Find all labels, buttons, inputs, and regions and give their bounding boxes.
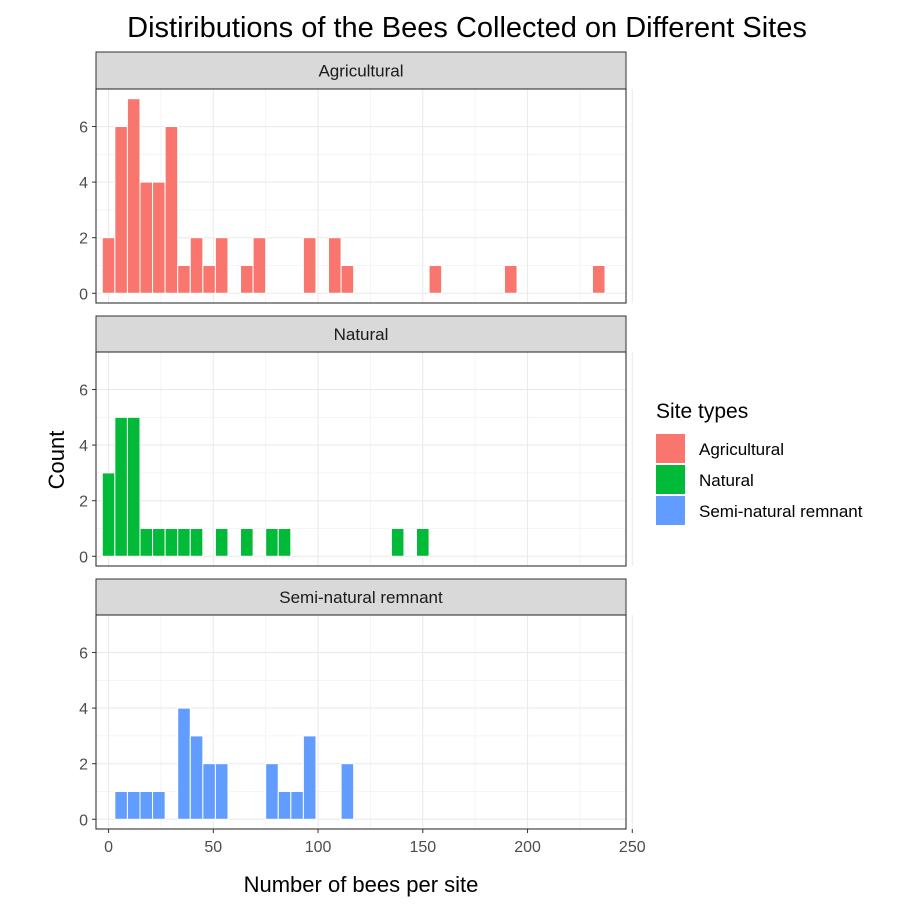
histogram-bar: [114, 416, 128, 557]
histogram-bar: [277, 527, 292, 557]
histogram-bar: [302, 735, 317, 820]
x-tick-label: 0: [104, 839, 113, 856]
legend-label-natural: Natural: [699, 471, 754, 490]
facet-panels: Agricultural0246Natural0246Semi-natural …: [79, 51, 633, 830]
histogram-bar: [189, 527, 204, 557]
histogram-bar: [101, 472, 116, 557]
histogram-bar: [126, 98, 141, 294]
y-axis-title: Count: [44, 431, 69, 490]
x-axis-title: Number of bees per site: [244, 872, 479, 897]
facet-strip: [95, 578, 627, 616]
y-tick-label: 2: [79, 231, 88, 248]
histogram-bar: [416, 527, 430, 557]
y-tick-label: 2: [79, 757, 88, 774]
y-tick-label: 4: [79, 175, 88, 192]
x-tick-label: 50: [204, 839, 222, 856]
chart-title: Distiributions of the Bees Collected on …: [127, 12, 807, 44]
histogram-bar: [277, 790, 292, 820]
legend-key-natural: [656, 465, 685, 494]
histogram-bar: [390, 527, 405, 557]
histogram-bar: [202, 264, 216, 294]
x-axis: 0 50 100 150 200 250: [104, 829, 646, 856]
histogram-bar: [428, 264, 443, 294]
facet-panel-agricultural: Agricultural 0 2 4 6: [79, 51, 633, 304]
facet-panel-semi-natural-remnant: Semi-natural remnant 0 2 4 6: [79, 578, 633, 830]
facet-panel-natural: Natural 0 2 4 6: [79, 315, 633, 567]
facet-strip-label: Semi-natural remnant: [279, 588, 443, 607]
legend: Site types Agricultural Natural Semi-natur…: [656, 400, 863, 525]
facet-strip-label: Agricultural: [318, 62, 403, 81]
histogram-bar: [114, 790, 128, 820]
histogram-bar: [177, 707, 191, 820]
histogram-bar: [152, 790, 166, 820]
histogram-bar: [265, 763, 279, 820]
y-tick-label: 0: [79, 812, 88, 829]
histogram-bar: [139, 527, 154, 557]
legend-key-agricultural: [656, 434, 685, 463]
y-tick-label: 6: [79, 383, 88, 400]
histogram-bar: [189, 237, 204, 294]
facet-strip: [95, 51, 627, 90]
histogram-bar: [214, 763, 229, 820]
legend-label-agricultural: Agricultural: [699, 440, 784, 459]
y-tick-label: 4: [79, 438, 88, 455]
y-tick-label: 4: [79, 701, 88, 718]
y-tick-label: 0: [79, 549, 88, 566]
histogram-bar: [114, 126, 128, 294]
histogram-bar: [177, 527, 191, 557]
x-tick-label: 250: [619, 839, 646, 856]
histogram-bar: [328, 237, 342, 294]
histogram-bar: [240, 527, 254, 557]
histogram-bar: [139, 790, 154, 820]
histogram-bar: [302, 237, 317, 294]
histogram-bar: [164, 126, 179, 294]
y-tick-label: 2: [79, 494, 88, 511]
histogram-bar: [126, 790, 141, 820]
histogram-bar: [503, 264, 518, 294]
histogram-bar: [265, 527, 279, 557]
panel-border: [95, 351, 627, 567]
y-tick-label: 6: [79, 646, 88, 663]
histogram-bar: [126, 416, 141, 557]
facet-strip-label: Natural: [334, 325, 389, 344]
histogram-bar: [240, 264, 254, 294]
histogram-bar: [101, 237, 116, 294]
histogram-bar: [214, 237, 229, 294]
histogram-bar: [152, 527, 166, 557]
panel-border: [95, 614, 627, 830]
histogram-bar: [340, 264, 355, 294]
x-tick-label: 200: [514, 839, 541, 856]
histogram-bar: [189, 735, 204, 820]
legend-title: Site types: [656, 400, 748, 423]
histogram-bar: [591, 264, 606, 294]
histogram-bar: [164, 527, 179, 557]
x-tick-label: 100: [305, 839, 332, 856]
histogram-bar: [202, 763, 216, 820]
panel-border: [95, 88, 627, 304]
legend-key-semi-natural-remnant: [656, 496, 685, 525]
histogram-bar: [340, 763, 355, 820]
histogram-bar: [290, 790, 304, 820]
histogram-bar: [252, 237, 267, 294]
histogram-bar: [214, 527, 229, 557]
histogram-bar: [139, 181, 154, 294]
y-tick-label: 0: [79, 286, 88, 303]
x-tick-label: 150: [409, 839, 436, 856]
y-tick-label: 6: [79, 120, 88, 137]
facet-strip: [95, 315, 627, 353]
legend-label-semi-natural-remnant: Semi-natural remnant: [699, 502, 863, 521]
histogram-bar: [177, 264, 191, 294]
histogram-bar: [152, 181, 166, 294]
